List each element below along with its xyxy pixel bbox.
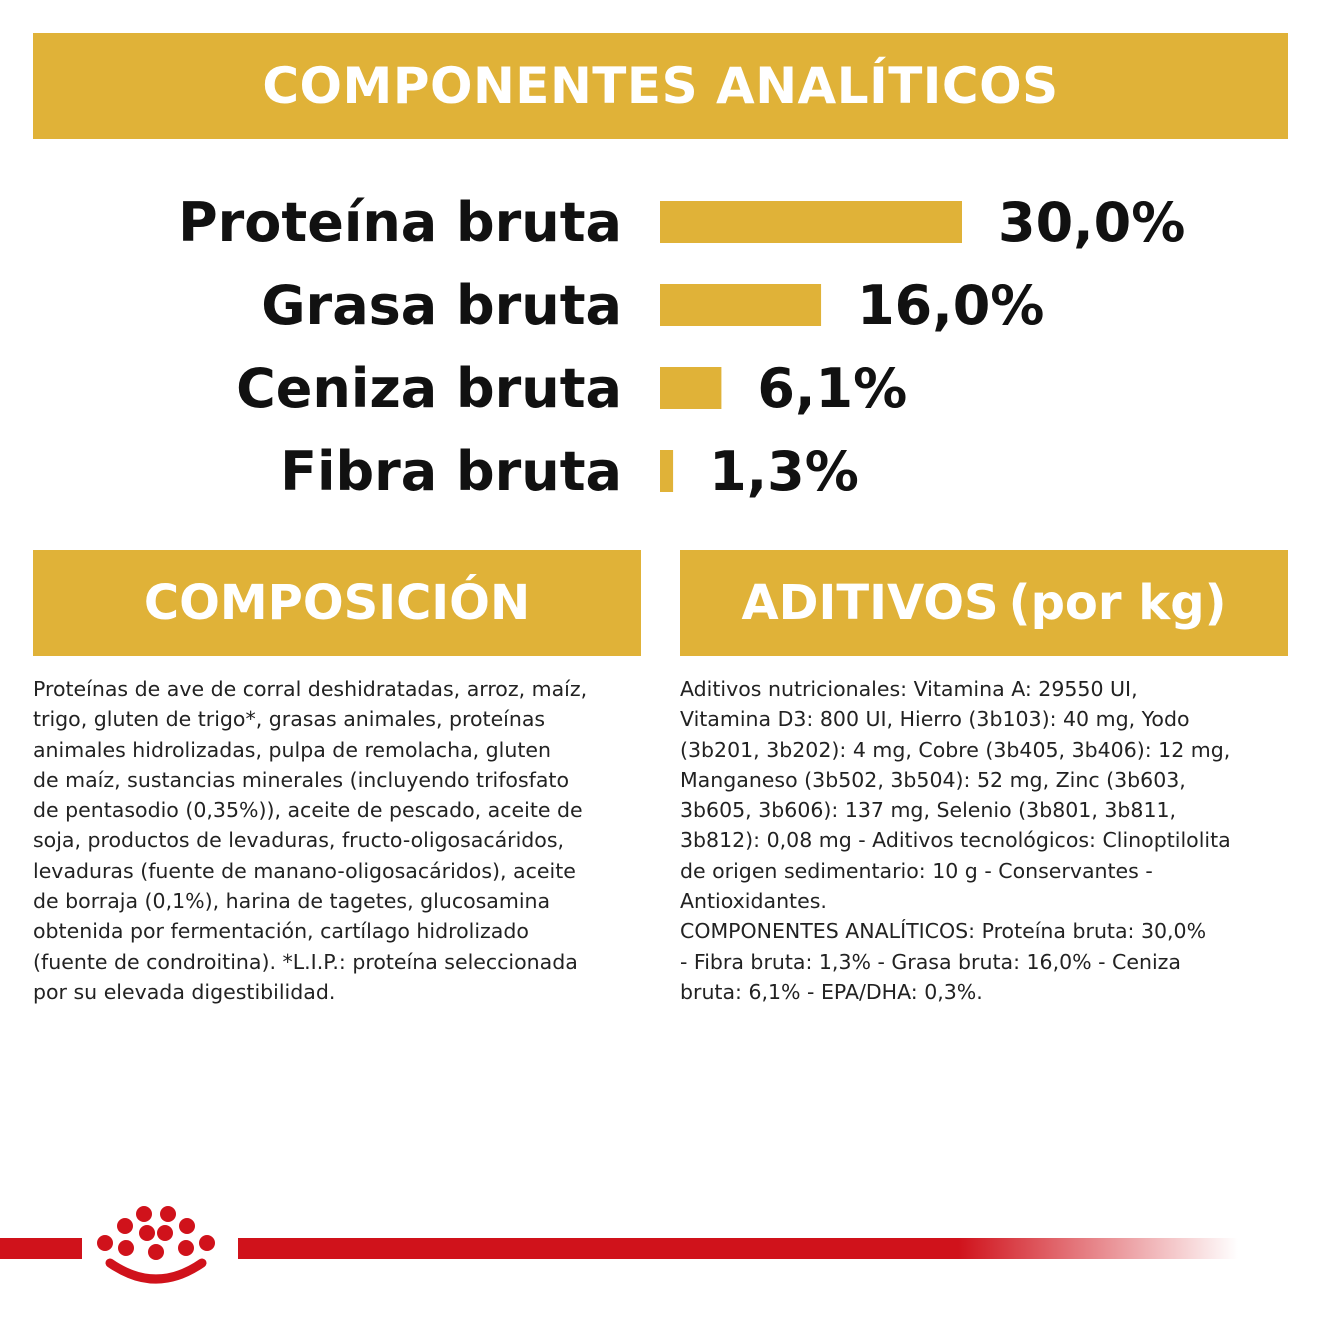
text-line: Antioxidantes. xyxy=(680,889,827,914)
text-line: de pentasodio (0,35%)), aceite de pescad… xyxy=(33,798,583,823)
text-line: de maíz, sustancias minerales (incluyend… xyxy=(33,767,570,792)
text-line: COMPONENTES ANALÍTICOS: Proteína bruta: … xyxy=(680,919,1207,944)
text-line: soja, productos de levaduras, fructo-oli… xyxy=(33,828,565,853)
aditivos-title: ADITIVOS xyxy=(741,575,999,631)
footer-red-line-right xyxy=(238,1238,1238,1259)
bar-category-label: Ceniza bruta xyxy=(236,357,622,420)
bar xyxy=(660,284,822,326)
text-line: (3b201, 3b202): 4 mg, Cobre (3b405, 3b40… xyxy=(680,737,1231,762)
composicion-text: Proteínas de ave de corral deshidratadas… xyxy=(33,674,633,1007)
royal-canin-crown-icon xyxy=(97,1206,215,1284)
bar xyxy=(660,367,722,409)
bar-category-label: Fibra bruta xyxy=(280,440,622,503)
analytics-bar-chart: Proteína bruta 30,0% Grasa bruta 16,0% Ceniz… xyxy=(178,191,1185,503)
bar-value-label: 6,1% xyxy=(757,357,907,420)
text-line: obtenida por fermentación, cartílago hid… xyxy=(33,919,529,944)
bar-value-label: 1,3% xyxy=(709,440,859,503)
text-line: trigo, gluten de trigo*, grasas animales… xyxy=(33,707,546,732)
text-line: - Fibra bruta: 1,3% - Grasa bruta: 16,0%… xyxy=(680,949,1181,974)
bar xyxy=(660,450,674,492)
aditivos-banner: ADITIVOS (por kg) xyxy=(680,550,1288,656)
text-line: levaduras (fuente de manano-oligosacárid… xyxy=(33,858,576,883)
text-line: de borraja (0,1%), harina de tagetes, gl… xyxy=(33,889,551,914)
bar xyxy=(660,201,962,243)
text-line: de origen sedimentario: 10 g - Conservan… xyxy=(680,858,1153,883)
text-line: Vitamina D3: 800 UI, Hierro (3b103): 40 … xyxy=(680,707,1190,732)
bar-value-label: 30,0% xyxy=(998,191,1185,254)
text-line: 3b605, 3b606): 137 mg, Selenio (3b801, 3… xyxy=(680,798,1177,823)
text-line: 3b812): 0,08 mg - Aditivos tecnológicos:… xyxy=(680,828,1231,853)
header-title: COMPONENTES ANALÍTICOS xyxy=(262,57,1059,115)
text-line: Aditivos nutricionales: Vitamina A: 2955… xyxy=(680,677,1138,701)
text-line: Manganeso (3b502, 3b504): 52 mg, Zinc (3… xyxy=(680,767,1186,792)
aditivos-subtitle: (por kg) xyxy=(1008,575,1227,631)
bar-category-label: Grasa bruta xyxy=(261,274,622,337)
bar-category-label: Proteína bruta xyxy=(178,191,622,254)
text-line: bruta: 6,1% - EPA/DHA: 0,3%. xyxy=(680,979,983,1004)
bar-value-label: 16,0% xyxy=(857,274,1044,337)
aditivos-text: Aditivos nutricionales: Vitamina A: 2955… xyxy=(680,674,1288,1007)
text-line: por su elevada digestibilidad. xyxy=(33,979,336,1004)
header-banner: COMPONENTES ANALÍTICOS xyxy=(33,33,1288,139)
text-line: (fuente de condroitina). *L.I.P.: proteí… xyxy=(33,949,578,974)
composicion-title: COMPOSICIÓN xyxy=(143,575,531,631)
composicion-banner: COMPOSICIÓN xyxy=(33,550,641,656)
text-line: Proteínas de ave de corral deshidratadas… xyxy=(33,677,588,701)
footer-red-line-left xyxy=(0,1238,82,1259)
text-line: animales hidrolizadas, pulpa de remolach… xyxy=(33,737,552,762)
